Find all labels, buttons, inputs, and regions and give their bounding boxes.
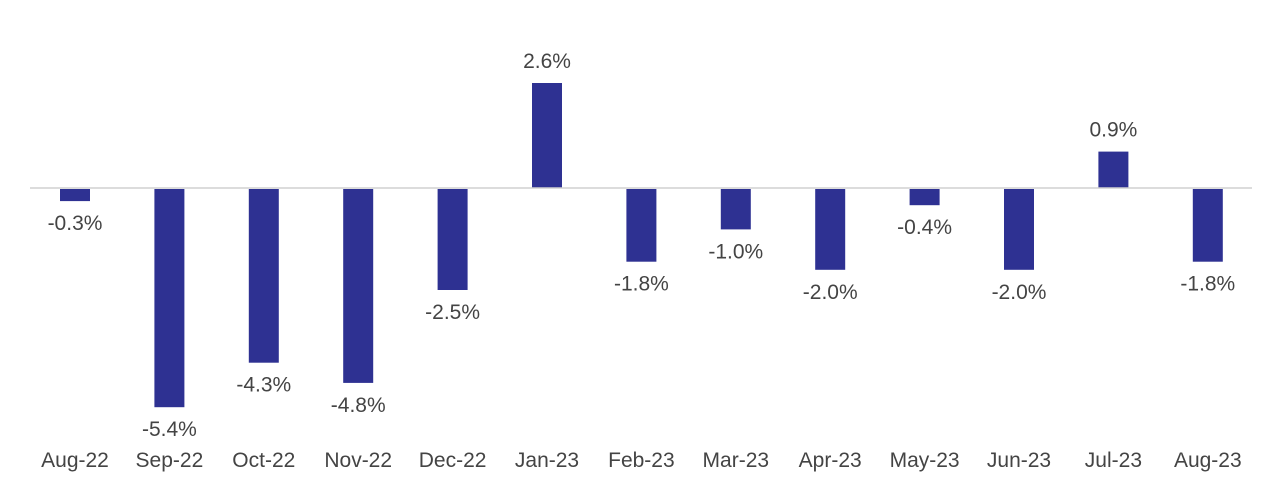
data-label-aug-23: -1.8% (1180, 273, 1235, 296)
category-label-aug-22: Aug-22 (41, 449, 109, 472)
category-label-aug-23: Aug-23 (1174, 449, 1242, 472)
bar-oct-22 (248, 189, 279, 363)
bar-nov-22 (343, 189, 374, 383)
bar-jul-23 (1098, 151, 1129, 188)
data-label-dec-22: -2.5% (425, 301, 480, 324)
bar-mar-23 (720, 189, 751, 230)
bar-apr-23 (815, 189, 846, 270)
bar-jun-23 (1004, 189, 1034, 270)
value-labels-layer: -0.3% -5.4% -4.3% -4.8% -2.5% 2.6% -1.8% -1.0% -… (48, 50, 1236, 441)
category-label-jan-23: Jan-23 (515, 449, 579, 472)
data-label-nov-22: -4.8% (331, 394, 386, 417)
category-label-may-23: May-23 (890, 449, 960, 472)
data-label-sep-22: -5.4% (142, 418, 197, 441)
data-label-may-23: -0.4% (897, 216, 952, 239)
bar-aug-22 (60, 189, 90, 202)
data-label-mar-23: -1.0% (708, 240, 763, 263)
category-label-oct-22: Oct-22 (232, 449, 295, 472)
data-label-jun-23: -2.0% (992, 281, 1047, 304)
category-label-apr-23: Apr-23 (799, 449, 862, 472)
data-label-feb-23: -1.8% (614, 273, 669, 296)
data-label-jan-23: 2.6% (523, 50, 571, 73)
data-label-apr-23: -2.0% (803, 281, 858, 304)
data-label-oct-22: -4.3% (236, 374, 291, 397)
bar-jan-23 (532, 83, 562, 188)
bar-sep-22 (154, 189, 185, 408)
category-label-dec-22: Dec-22 (419, 449, 487, 472)
category-label-jul-23: Jul-23 (1085, 449, 1142, 472)
bar-may-23 (909, 189, 940, 206)
category-label-jun-23: Jun-23 (987, 449, 1051, 472)
data-label-aug-22: -0.3% (48, 212, 103, 235)
category-label-feb-23: Feb-23 (608, 449, 675, 472)
category-label-mar-23: Mar-23 (703, 449, 770, 472)
category-label-nov-22: Nov-22 (324, 449, 392, 472)
bar-aug-23 (1192, 189, 1223, 262)
bar-feb-23 (626, 189, 657, 262)
bar-dec-22 (437, 189, 468, 290)
data-label-jul-23: 0.9% (1089, 119, 1137, 142)
category-labels-layer: Aug-22 Sep-22 Oct-22 Nov-22 Dec-22 Jan-23 Feb-… (41, 449, 1242, 472)
bars-layer (60, 83, 1223, 408)
category-label-sep-22: Sep-22 (136, 449, 204, 472)
